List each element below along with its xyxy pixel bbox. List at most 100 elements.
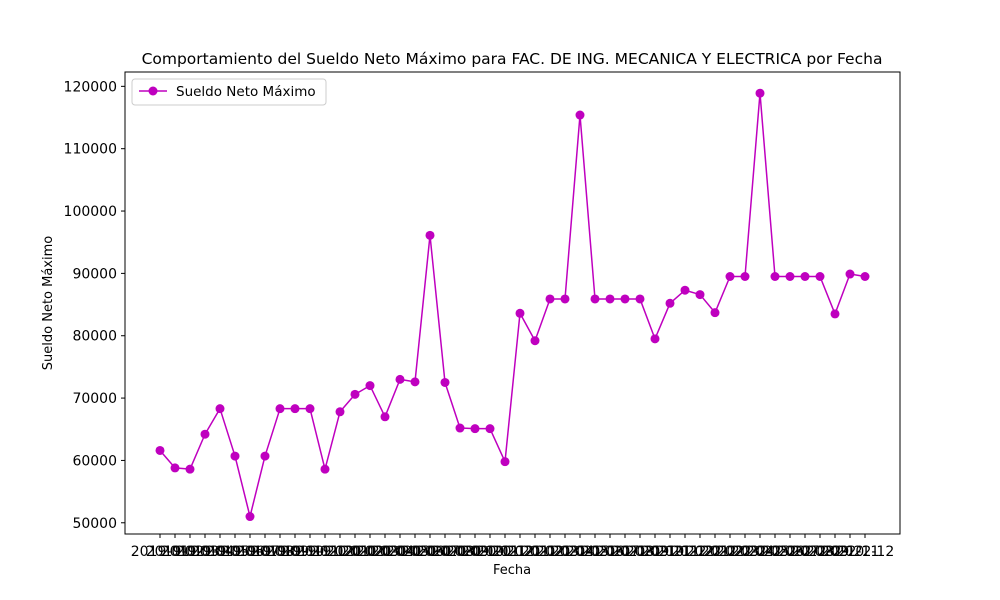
data-point xyxy=(785,272,795,282)
x-tick-label: 2021-12 xyxy=(656,544,715,560)
x-axis: 2019-012019-022019-032019-042019-052019-… xyxy=(131,534,895,560)
x-tick-label: 2020-03 xyxy=(341,544,400,560)
data-point xyxy=(590,294,600,304)
data-point xyxy=(515,308,525,318)
data-point xyxy=(320,464,330,474)
data-point xyxy=(290,404,300,414)
data-point xyxy=(200,429,210,439)
x-tick-label: 2021-08 xyxy=(596,544,655,560)
data-point xyxy=(815,272,825,282)
data-point xyxy=(485,424,495,434)
x-tick-label: 2019-05 xyxy=(191,544,250,560)
x-tick-label: 2020-09 xyxy=(431,544,490,560)
x-tick-label: 2022-12 xyxy=(836,544,895,560)
x-tick-label: 2020-11 xyxy=(461,544,520,560)
x-tick-label: 2021-09 xyxy=(611,544,670,560)
data-point xyxy=(380,412,390,422)
y-tick-label: 110000 xyxy=(64,142,117,158)
x-tick-label: 2021-05 xyxy=(551,544,610,560)
x-tick-label: 2020-07 xyxy=(401,544,460,560)
data-point xyxy=(410,377,420,387)
data-point xyxy=(845,269,855,279)
data-point xyxy=(530,336,540,346)
x-tick-label: 2019-07 xyxy=(221,544,280,560)
x-tick-label: 2022-03 xyxy=(701,544,760,560)
x-tick-label: 2022-01 xyxy=(671,544,730,560)
y-axis-label: Sueldo Neto Máximo xyxy=(41,236,56,370)
x-tick-label: 2021-02 xyxy=(506,544,565,560)
plot-area xyxy=(155,88,870,522)
data-point xyxy=(545,294,555,304)
data-point xyxy=(860,272,870,282)
x-tick-label: 2021-04 xyxy=(536,544,595,560)
x-tick-label: 2022-04 xyxy=(716,544,775,560)
x-tick-label: 2022-09 xyxy=(791,544,850,560)
data-point xyxy=(425,230,435,240)
x-tick-label: 2019-04 xyxy=(176,544,235,560)
data-point xyxy=(650,334,660,344)
x-tick-label: 2022-06 xyxy=(746,544,805,560)
x-tick-label: 2019-12 xyxy=(296,544,355,560)
x-tick-label: 2020-12 xyxy=(476,544,535,560)
x-tick-label: 2020-05 xyxy=(371,544,430,560)
data-point xyxy=(800,272,810,282)
data-point xyxy=(605,294,615,304)
x-tick-label: 2022-05 xyxy=(731,544,790,560)
data-point xyxy=(260,451,270,461)
x-tick-label: 2019-06 xyxy=(206,544,265,560)
x-axis-label: Fecha xyxy=(493,563,531,578)
data-point xyxy=(770,272,780,282)
data-point xyxy=(830,309,840,319)
x-tick-label: 2019-03 xyxy=(161,544,220,560)
x-tick-label: 2021-07 xyxy=(581,544,640,560)
data-point xyxy=(635,294,645,304)
x-tick-label: 2020-06 xyxy=(386,544,445,560)
x-tick-label: 2019-09 xyxy=(251,544,310,560)
y-tick-label: 60000 xyxy=(72,453,117,469)
x-tick-label: 2020-10 xyxy=(446,544,505,560)
x-tick-label: 2021-03 xyxy=(521,544,580,560)
data-point xyxy=(155,445,165,455)
x-tick-label: 2020-01 xyxy=(311,544,370,560)
data-point xyxy=(245,512,255,522)
data-point xyxy=(470,424,480,434)
data-point xyxy=(365,381,375,391)
data-point xyxy=(170,463,180,473)
x-tick-label: 2020-02 xyxy=(326,544,385,560)
y-tick-label: 50000 xyxy=(72,516,117,532)
x-tick-label: 2019-01 xyxy=(131,544,190,560)
y-tick-label: 100000 xyxy=(64,204,117,220)
data-point xyxy=(500,457,510,467)
x-tick-label: 2021-06 xyxy=(566,544,625,560)
x-tick-label: 2022-10 xyxy=(806,544,865,560)
data-point xyxy=(275,404,285,414)
x-tick-label: 2022-11 xyxy=(821,544,880,560)
x-tick-label: 2021-01 xyxy=(491,544,550,560)
data-point xyxy=(305,404,315,414)
x-tick-label: 2019-02 xyxy=(146,544,205,560)
data-point xyxy=(335,407,345,417)
x-tick-label: 2019-08 xyxy=(236,544,295,560)
data-point xyxy=(725,272,735,282)
data-point xyxy=(395,374,405,384)
data-point xyxy=(455,423,465,433)
data-point xyxy=(755,88,765,98)
x-tick-label: 2020-04 xyxy=(356,544,415,560)
data-point xyxy=(440,377,450,387)
y-axis: 50000 60000 70000 80000 90000 100000 110000 120… xyxy=(64,79,125,532)
data-point xyxy=(215,404,225,414)
plot-frame xyxy=(124,71,901,535)
x-tick-label: 2021-10 xyxy=(626,544,685,560)
y-tick-label: 70000 xyxy=(72,391,117,407)
data-point xyxy=(740,272,750,282)
y-tick-label: 80000 xyxy=(72,329,117,345)
x-tick-label: 2019-11 xyxy=(281,544,340,560)
data-point xyxy=(665,298,675,308)
legend: Sueldo Neto Máximo xyxy=(131,78,327,106)
series-line xyxy=(159,92,866,518)
legend-marker-swatch xyxy=(148,86,158,96)
x-tick-label: 2020-08 xyxy=(416,544,475,560)
data-point xyxy=(560,294,570,304)
legend-box xyxy=(131,78,327,106)
